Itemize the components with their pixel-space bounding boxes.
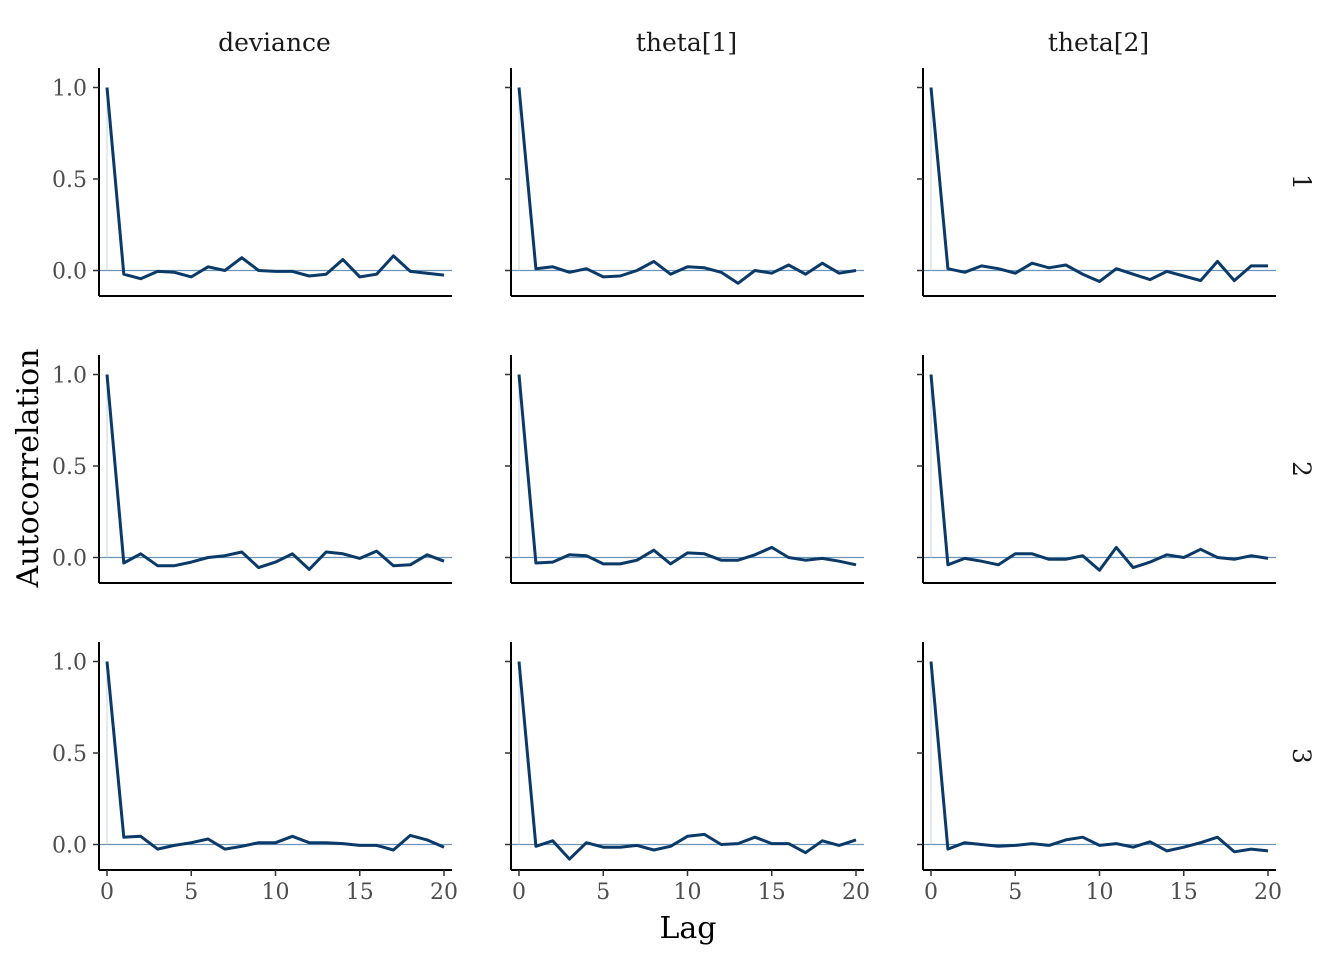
x-tick-label: 5 <box>1008 880 1022 905</box>
autocorrelation-line <box>929 374 1269 572</box>
row-strip-label: 2 <box>1287 461 1316 477</box>
x-tick-label: 15 <box>758 880 786 905</box>
autocorrelation-line <box>517 661 857 861</box>
autocorrelation-line <box>105 374 445 571</box>
y-axis-title: Autocorrelation <box>11 349 46 589</box>
y-tick-label: 1.0 <box>52 364 87 389</box>
x-tick-label: 10 <box>262 880 290 905</box>
y-tick-label: 0.5 <box>52 168 87 193</box>
x-tick-label: 0 <box>512 880 526 905</box>
y-tick-label: 0.0 <box>52 260 87 285</box>
autocorrelation-line <box>105 661 445 852</box>
x-tick-label: 10 <box>674 880 702 905</box>
x-tick-label: 5 <box>596 880 610 905</box>
row-strip-label: 1 <box>1287 174 1316 190</box>
y-tick-label: 1.0 <box>52 651 87 676</box>
x-tick-label: 15 <box>1170 880 1198 905</box>
column-strip-label: theta[1] <box>636 28 737 57</box>
x-tick-label: 10 <box>1086 880 1114 905</box>
y-tick-label: 0.5 <box>52 742 87 767</box>
x-tick-label: 5 <box>184 880 198 905</box>
autocorrelation-line <box>929 661 1269 854</box>
y-tick-label: 0.0 <box>52 834 87 859</box>
x-tick-label: 20 <box>842 880 870 905</box>
x-tick-label: 20 <box>1254 880 1282 905</box>
autocorrelation-line <box>929 87 1268 283</box>
x-tick-label: 15 <box>346 880 374 905</box>
autocorrelation-line <box>517 87 857 285</box>
row-strip-label: 3 <box>1287 748 1316 764</box>
x-tick-label: 20 <box>430 880 458 905</box>
column-strip-label: deviance <box>218 28 331 57</box>
y-tick-label: 1.0 <box>52 77 87 102</box>
autocorrelation-line <box>517 374 857 567</box>
column-strip-label: theta[2] <box>1048 28 1149 57</box>
x-tick-label: 0 <box>924 880 938 905</box>
y-tick-label: 0.0 <box>52 547 87 572</box>
autocorrelation-line <box>105 87 445 281</box>
x-axis-title: Lag <box>659 911 716 946</box>
x-tick-label: 0 <box>100 880 114 905</box>
y-tick-label: 0.5 <box>52 455 87 480</box>
